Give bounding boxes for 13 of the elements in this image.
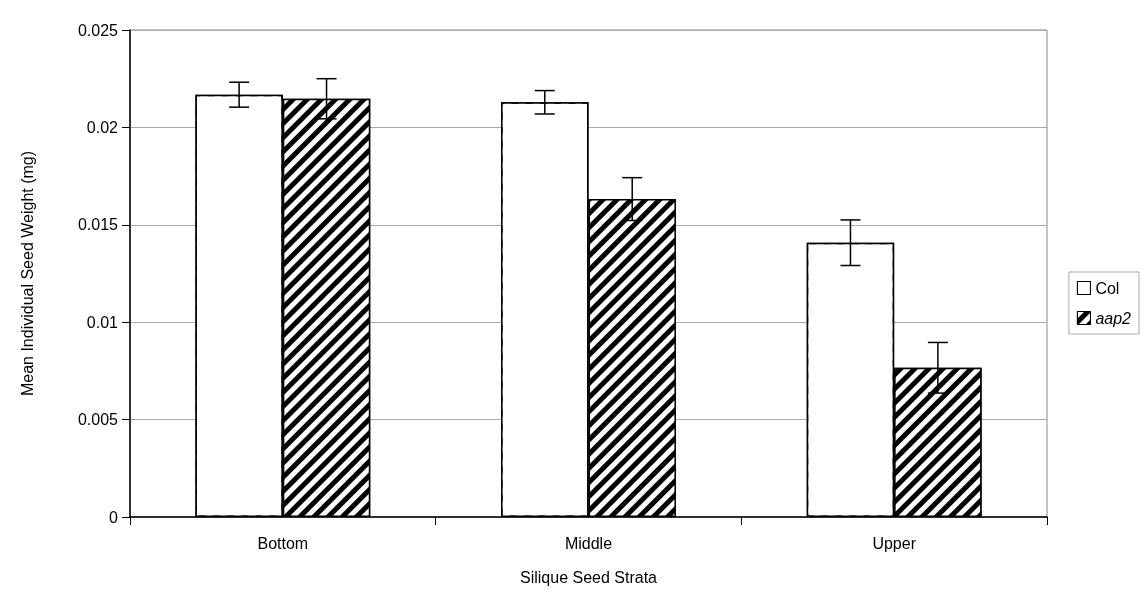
- legend-label: aap2: [1095, 309, 1132, 327]
- x-tick-label: Middle: [564, 534, 613, 552]
- x-tick-label: Bottom: [257, 534, 309, 552]
- y-tick-label: 0.01: [86, 313, 119, 331]
- y-tick-label: 0.025: [77, 21, 119, 39]
- y-axis-title: Mean Individual Seed Weight (mg): [18, 150, 36, 397]
- y-tick-label: 0: [109, 508, 119, 526]
- y-tick-label: 0.02: [86, 118, 119, 136]
- x-axis-title: Silique Seed Strata: [520, 568, 658, 586]
- legend-label: Col: [1095, 279, 1120, 297]
- x-tick-label: Upper: [872, 534, 917, 552]
- y-tick-label: 0.015: [77, 216, 119, 234]
- y-tick-label: 0.005: [77, 411, 119, 429]
